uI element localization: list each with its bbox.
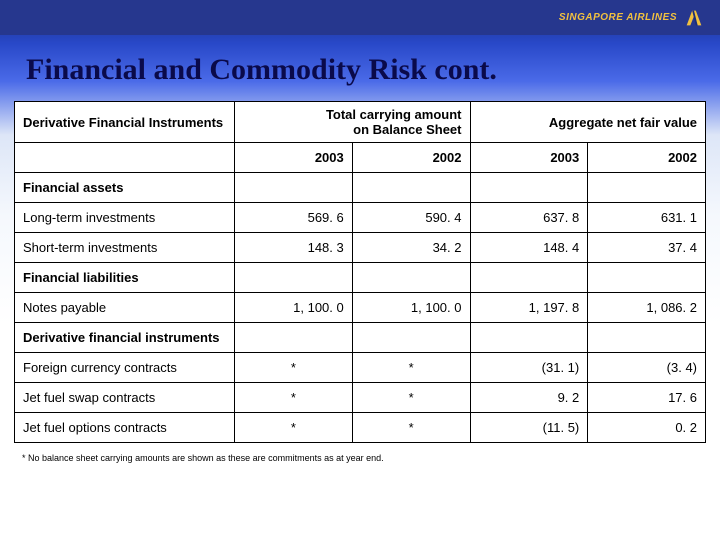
lti-c2: 590. 4 — [352, 203, 470, 233]
opt-c4: 0. 2 — [588, 413, 706, 443]
swap-label: Jet fuel swap contracts — [15, 383, 235, 413]
opt-c2: * — [352, 413, 470, 443]
section-assets: Financial assets — [15, 173, 706, 203]
financial-table: Derivative Financial Instruments Total c… — [14, 101, 706, 443]
header-fair-value: Aggregate net fair value — [470, 102, 706, 143]
row-opt: Jet fuel options contracts * * (11. 5) 0… — [15, 413, 706, 443]
swap-c1: * — [235, 383, 353, 413]
sti-c4: 37. 4 — [588, 233, 706, 263]
row-lti: Long-term investments 569. 6 590. 4 637.… — [15, 203, 706, 233]
fx-c3: (31. 1) — [470, 353, 588, 383]
footnote: * No balance sheet carrying amounts are … — [0, 443, 720, 463]
year-row: 2003 2002 2003 2002 — [15, 143, 706, 173]
row-notes: Notes payable 1, 100. 0 1, 100. 0 1, 197… — [15, 293, 706, 323]
lti-c1: 569. 6 — [235, 203, 353, 233]
year-2002-a: 2002 — [352, 143, 470, 173]
table-container: Derivative Financial Instruments Total c… — [0, 101, 720, 443]
section-liabilities: Financial liabilities — [15, 263, 706, 293]
sti-c1: 148. 3 — [235, 233, 353, 263]
fx-c4: (3. 4) — [588, 353, 706, 383]
notes-c2: 1, 100. 0 — [352, 293, 470, 323]
notes-c3: 1, 197. 8 — [470, 293, 588, 323]
swap-c2: * — [352, 383, 470, 413]
year-blank — [15, 143, 235, 173]
opt-label: Jet fuel options contracts — [15, 413, 235, 443]
header-carrying-amount: Total carrying amount on Balance Sheet — [235, 102, 471, 143]
section-liab-label: Financial liabilities — [15, 263, 235, 293]
fx-c2: * — [352, 353, 470, 383]
year-2003-a: 2003 — [235, 143, 353, 173]
sti-c2: 34. 2 — [352, 233, 470, 263]
notes-c4: 1, 086. 2 — [588, 293, 706, 323]
header-bar: SINGAPORE AIRLINES — [0, 0, 720, 35]
swap-c4: 17. 6 — [588, 383, 706, 413]
notes-label: Notes payable — [15, 293, 235, 323]
slide-title: Financial and Commodity Risk cont. — [0, 35, 720, 101]
sti-c3: 148. 4 — [470, 233, 588, 263]
opt-c1: * — [235, 413, 353, 443]
brand-logo-icon — [683, 7, 705, 29]
lti-label: Long-term investments — [15, 203, 235, 233]
row-fx: Foreign currency contracts * * (31. 1) (… — [15, 353, 706, 383]
year-2003-b: 2003 — [470, 143, 588, 173]
swap-c3: 9. 2 — [470, 383, 588, 413]
fx-c1: * — [235, 353, 353, 383]
lti-c3: 637. 8 — [470, 203, 588, 233]
brand: SINGAPORE AIRLINES — [559, 7, 705, 29]
notes-c1: 1, 100. 0 — [235, 293, 353, 323]
header-instruments: Derivative Financial Instruments — [15, 102, 235, 143]
sti-label: Short-term investments — [15, 233, 235, 263]
section-assets-label: Financial assets — [15, 173, 235, 203]
row-sti: Short-term investments 148. 3 34. 2 148.… — [15, 233, 706, 263]
section-deriv-label: Derivative financial instruments — [15, 323, 235, 353]
brand-name: SINGAPORE AIRLINES — [559, 12, 677, 23]
year-2002-b: 2002 — [588, 143, 706, 173]
lti-c4: 631. 1 — [588, 203, 706, 233]
section-derivatives: Derivative financial instruments — [15, 323, 706, 353]
opt-c3: (11. 5) — [470, 413, 588, 443]
row-swap: Jet fuel swap contracts * * 9. 2 17. 6 — [15, 383, 706, 413]
fx-label: Foreign currency contracts — [15, 353, 235, 383]
